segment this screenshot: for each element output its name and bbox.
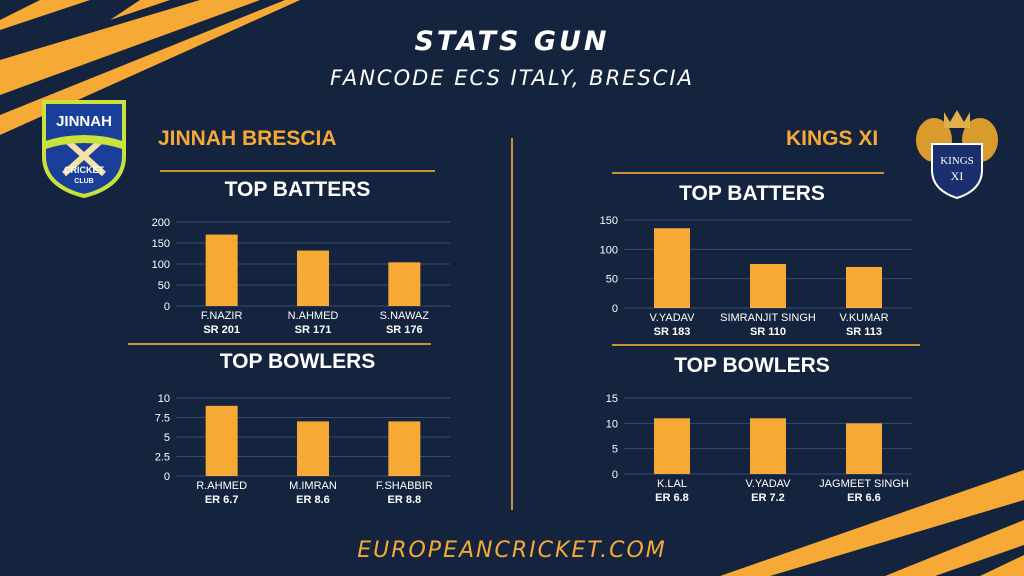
- y-tick-label: 15: [606, 393, 618, 405]
- x-tick-label: R.AHMED: [196, 480, 247, 492]
- x-tick-label: SIMRANJIT SINGH: [720, 312, 816, 324]
- y-tick-label: 50: [158, 280, 170, 292]
- stat-sublabel: ER 6.7: [205, 494, 239, 506]
- y-tick-label: 0: [164, 301, 170, 313]
- y-tick-label: 150: [600, 215, 618, 227]
- y-tick-label: 100: [600, 244, 618, 256]
- kings-xi-logo: KINGS XI: [916, 110, 998, 200]
- chart-left-bowlers: 0 2.5 5 7.5 10 R.AHMED ER 6.7 M.IMRAN ER 8.6 F.SH…: [155, 393, 450, 506]
- y-tick-label: 150: [152, 238, 170, 250]
- team-name-left: JINNAH BRESCIA: [158, 127, 337, 150]
- bar: [846, 266, 882, 308]
- section-title-right-batters: TOP BATTERS: [679, 182, 825, 205]
- y-tick-label: 100: [152, 259, 170, 271]
- page-title: STATS GUN: [414, 26, 610, 57]
- y-tick-label: 5: [164, 432, 170, 444]
- stat-sublabel: ER 8.6: [296, 494, 330, 506]
- bar: [388, 262, 421, 306]
- section-title-right-bowlers: TOP BOWLERS: [674, 354, 830, 377]
- section-title-left-batters: TOP BATTERS: [224, 178, 371, 201]
- stat-sublabel: SR 113: [846, 326, 882, 338]
- logo-text: XI: [951, 169, 964, 183]
- stat-sublabel: ER 6.6: [847, 492, 881, 504]
- y-tick-label: 2.5: [155, 452, 170, 464]
- bar: [205, 405, 238, 476]
- y-tick-label: 50: [606, 274, 618, 286]
- x-tick-label: N.AHMED: [288, 310, 339, 322]
- stat-sublabel: ER 7.2: [751, 492, 785, 504]
- bar: [297, 250, 329, 306]
- x-tick-label: V.KUMAR: [839, 312, 888, 324]
- y-tick-label: 10: [158, 393, 170, 405]
- stat-sublabel: SR 171: [295, 324, 332, 336]
- stat-sublabel: SR 201: [203, 324, 240, 336]
- x-tick-label: F.NAZIR: [201, 310, 243, 322]
- x-tick-label: S.NAWAZ: [380, 310, 430, 322]
- footer-site: EUROPEANCRICKET.COM: [357, 538, 667, 563]
- divider: [612, 172, 884, 174]
- y-tick-label: 200: [152, 217, 170, 229]
- bar: [297, 421, 329, 476]
- bar: [654, 418, 690, 474]
- divider: [612, 344, 920, 346]
- y-tick-label: 0: [164, 471, 170, 483]
- chart-right-batters: 0 50 100 150 V.YADAV SR 183 SIMRANJIT SINGH SR …: [600, 215, 912, 338]
- divider: [160, 170, 435, 172]
- center-divider: [511, 138, 513, 510]
- y-tick-label: 10: [606, 418, 618, 430]
- y-tick-label: 7.5: [155, 413, 170, 425]
- logo-text: KINGS: [940, 155, 974, 167]
- bar: [846, 423, 882, 474]
- y-tick-label: 0: [612, 469, 618, 481]
- x-tick-label: M.IMRAN: [289, 480, 337, 492]
- jinnah-logo: JINNAH CRICKET CLUB: [42, 100, 126, 198]
- team-name-right: KINGS XI: [786, 127, 879, 150]
- stat-sublabel: ER 6.8: [655, 492, 689, 504]
- bar: [750, 264, 786, 308]
- y-tick-label: 5: [612, 444, 618, 456]
- logo-text: JINNAH: [56, 113, 112, 130]
- page-subtitle: FANCODE ECS ITALY, BRESCIA: [330, 66, 694, 90]
- stat-sublabel: SR 176: [386, 324, 423, 336]
- divider: [128, 343, 431, 345]
- bar: [750, 418, 786, 474]
- stat-sublabel: SR 183: [654, 326, 691, 338]
- bar: [654, 228, 690, 308]
- stat-sublabel: ER 8.8: [388, 494, 422, 506]
- stat-sublabel: SR 110: [750, 326, 786, 338]
- x-tick-label: K.LAL: [657, 478, 687, 490]
- x-tick-label: V.YADAV: [745, 478, 791, 490]
- section-title-left-bowlers: TOP BOWLERS: [219, 350, 376, 373]
- chart-right-bowlers: 0 5 10 15 K.LAL ER 6.8 V.YADAV ER 7.2 JAGMEET SI…: [606, 393, 912, 504]
- chart-left-batters: 0 50 100 150 200 F.NAZIR SR 201 N.AHMED SR 171 S.…: [152, 217, 450, 336]
- x-tick-label: V.YADAV: [649, 312, 695, 324]
- logo-text: CLUB: [74, 178, 93, 185]
- logo-text: CRICKET: [64, 165, 105, 175]
- bar: [388, 421, 421, 476]
- y-tick-label: 0: [612, 303, 618, 315]
- bar: [205, 234, 238, 306]
- x-tick-label: JAGMEET SINGH: [819, 478, 909, 490]
- x-tick-label: F.SHABBIR: [376, 480, 433, 492]
